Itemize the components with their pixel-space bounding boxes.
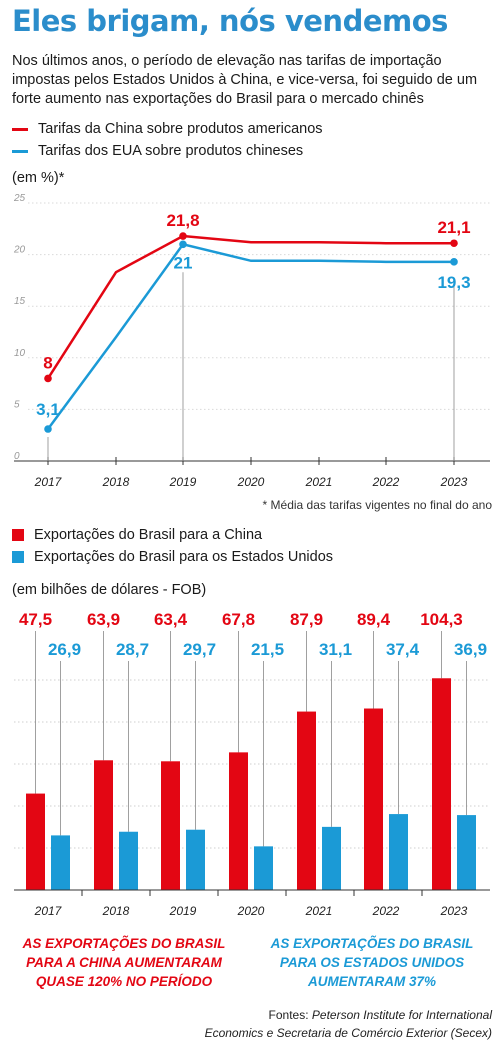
bar-label-usa: 29,7 xyxy=(183,640,216,659)
x-tick-label: 2018 xyxy=(102,904,130,918)
line-point xyxy=(44,374,52,383)
y-tick-label: 20 xyxy=(13,245,26,256)
line-data-label: 21,8 xyxy=(166,211,199,230)
bar-label-usa: 36,9 xyxy=(454,640,487,659)
bar-label-china: 47,5 xyxy=(19,610,52,629)
blue-line-swatch xyxy=(12,149,28,153)
bar-label-china: 87,9 xyxy=(290,610,323,629)
line-point xyxy=(179,240,187,249)
line-point xyxy=(450,258,458,266)
line-data-label: 21 xyxy=(174,253,193,272)
x-tick-label: 2018 xyxy=(102,475,130,489)
line-legend-china-label: Tarifas da China sobre produtos american… xyxy=(38,121,323,137)
bar-usa xyxy=(254,846,273,890)
bar-label-usa: 21,5 xyxy=(251,640,284,659)
y-tick-label: 10 xyxy=(14,348,26,359)
red-square-swatch xyxy=(12,529,24,541)
bar-legend-usa: Exportações do Brasil para os Estados Un… xyxy=(12,549,333,565)
callout-china: As exportações do Brasil para a China au… xyxy=(22,936,226,989)
x-tick-label: 2017 xyxy=(34,904,63,918)
y-tick-label: 15 xyxy=(14,296,26,307)
bar-label-usa: 26,9 xyxy=(48,640,81,659)
page-title: Eles brigam, nós vendemos xyxy=(12,4,448,38)
bar-usa xyxy=(457,815,476,890)
bar-china xyxy=(94,760,113,890)
bar-label-china: 63,4 xyxy=(154,610,188,629)
line-chart: 0 5 10 15 20 25 2017 2018 2019 2020 2021 2022 2023 8 2… xyxy=(13,193,490,489)
bar-label-china: 89,4 xyxy=(357,610,391,629)
y-tick-label: 5 xyxy=(14,399,20,410)
line-chart-unit: (em %)* xyxy=(12,170,65,186)
x-tick-label: 2022 xyxy=(372,475,400,489)
x-tick-label: 2023 xyxy=(440,475,468,489)
bar-label-china: 67,8 xyxy=(222,610,255,629)
bar-legend-china: Exportações do Brasil para a China xyxy=(12,527,262,543)
bar-legend-usa-label: Exportações do Brasil para os Estados Un… xyxy=(34,549,334,565)
line-data-label: 3,1 xyxy=(36,400,60,419)
line-legend-usa: Tarifas dos EUA sobre produtos chineses xyxy=(12,143,303,159)
bar-china xyxy=(432,678,451,890)
bar-label-usa: 28,7 xyxy=(116,640,149,659)
x-tick-label: 2020 xyxy=(237,904,265,918)
x-tick-label: 2019 xyxy=(169,904,197,918)
line-point xyxy=(179,232,187,240)
bar-usa xyxy=(322,826,341,890)
bar-label-china: 104,3 xyxy=(420,610,463,629)
line-data-label: 8 xyxy=(43,353,52,372)
sources-line2: Economics e Secretaria de Comércio Exter… xyxy=(204,1026,492,1040)
line-data-label: 19,3 xyxy=(437,273,470,292)
bar-chart: 47,5 26,9 2017 63,9 28,7 2018 63,4 29,7 2019 67,8… xyxy=(14,610,490,918)
red-line-swatch xyxy=(12,127,28,131)
y-tick-label: 25 xyxy=(13,193,26,204)
line-series-usa xyxy=(46,242,454,430)
x-tick-label: 2022 xyxy=(372,904,400,918)
x-tick-label: 2020 xyxy=(237,475,265,489)
bar-label-usa: 37,4 xyxy=(386,640,420,659)
x-tick-label: 2019 xyxy=(169,475,197,489)
line-data-label: 21,1 xyxy=(437,218,470,237)
sources: Fontes: Peterson Institute for Internati… xyxy=(205,1006,492,1042)
bar-label-usa: 31,1 xyxy=(319,640,352,659)
bar-legend-china-label: Exportações do Brasil para a China xyxy=(34,527,263,543)
sources-line1: Peterson Institute for International xyxy=(311,1008,492,1022)
sources-prefix: Fontes: xyxy=(268,1008,312,1022)
bar-usa xyxy=(389,814,408,890)
bar-label-china: 63,9 xyxy=(87,610,120,629)
y-tick-label: 0 xyxy=(14,451,20,462)
line-series-china xyxy=(46,234,454,380)
bar-china xyxy=(297,711,316,890)
bar-china xyxy=(161,761,180,890)
bar-china xyxy=(229,752,248,890)
x-tick-label: 2021 xyxy=(305,904,333,918)
blue-square-swatch xyxy=(12,551,24,563)
bar-usa xyxy=(51,835,70,890)
bar-chart-unit: (em bilhões de dólares - FOB) xyxy=(12,582,207,598)
bar-china xyxy=(26,793,45,890)
bar-usa xyxy=(186,829,205,890)
bar-usa xyxy=(119,831,138,890)
line-legend-china: Tarifas da China sobre produtos american… xyxy=(12,121,323,137)
line-point xyxy=(44,425,52,433)
x-tick-label: 2021 xyxy=(305,475,333,489)
line-legend-usa-label: Tarifas dos EUA sobre produtos chineses xyxy=(38,143,304,159)
line-point xyxy=(450,239,458,248)
line-chart-note: * Média das tarifas vigentes no final do… xyxy=(262,498,492,512)
subtitle: Nos últimos anos, o período de elevação … xyxy=(12,53,478,107)
x-tick-label: 2023 xyxy=(440,904,468,918)
callout-usa: As exportações do Brasil para os Estados… xyxy=(270,936,474,989)
bar-china xyxy=(364,708,383,890)
x-tick-label: 2017 xyxy=(34,475,63,489)
